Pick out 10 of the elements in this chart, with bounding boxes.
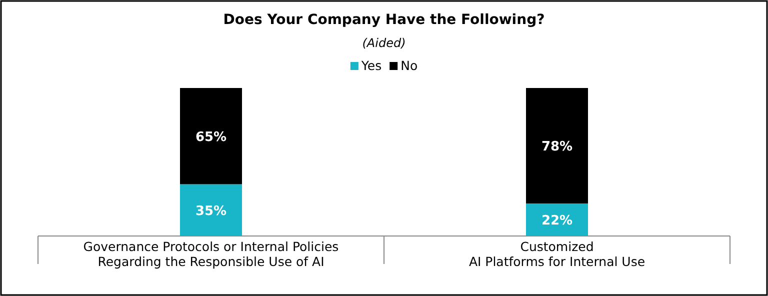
legend-label: No	[400, 58, 418, 73]
data-label: 22%	[541, 214, 573, 229]
data-label: 65%	[195, 130, 227, 146]
x-tick-label: Governance Protocols or Internal Policies Regarding the Responsible Use of AI	[83, 239, 339, 269]
x-tick-label: Customized AI Platforms for Internal Use	[468, 239, 646, 269]
chart-subtitle: (Aided)	[362, 36, 406, 50]
chart-title: Does Your Company Have the Following?	[223, 12, 545, 28]
legend-label: Yes	[360, 58, 382, 73]
data-label: 35%	[195, 204, 227, 220]
data-label: 78%	[541, 140, 573, 155]
